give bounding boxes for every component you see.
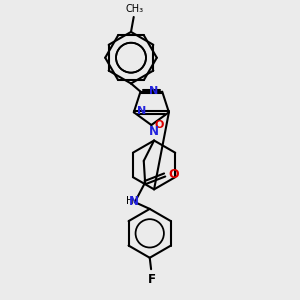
Text: CH₃: CH₃ [125,4,143,14]
Text: F: F [148,273,156,286]
Text: N: N [149,86,159,96]
Text: O: O [168,168,178,181]
Text: N: N [137,106,147,116]
Text: N: N [129,194,139,208]
Text: H: H [126,196,134,206]
Text: N: N [148,125,158,138]
Text: O: O [155,120,164,130]
